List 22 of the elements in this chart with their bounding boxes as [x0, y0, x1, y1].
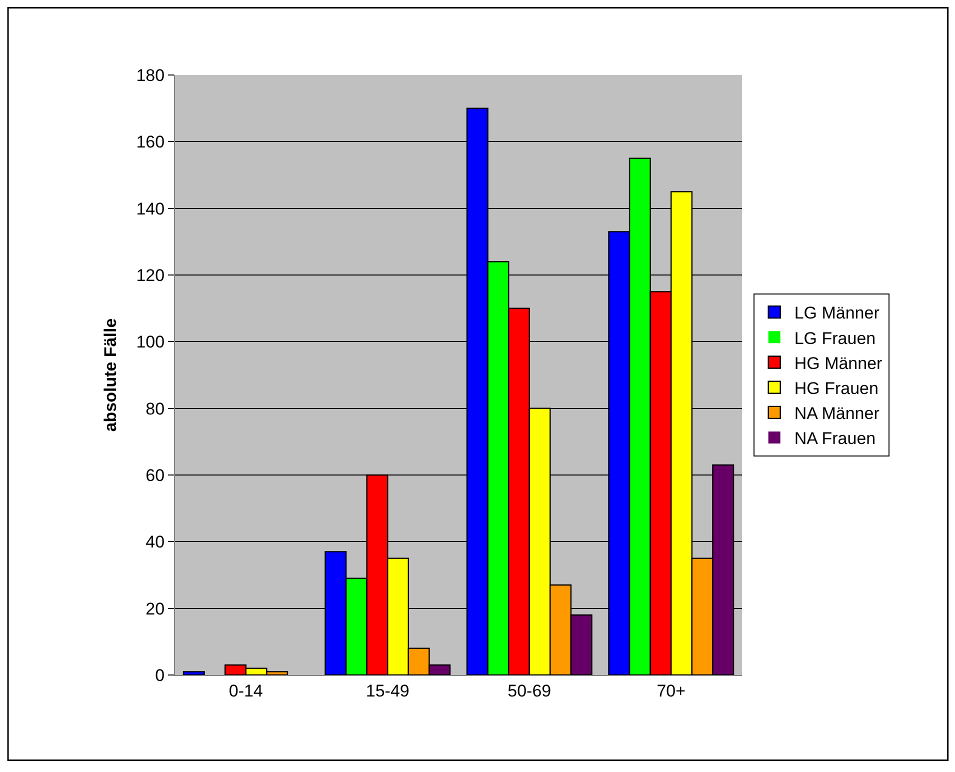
y-tick-label: 40 — [146, 532, 165, 552]
y-tick-label: 160 — [136, 132, 165, 152]
y-tick-label: 20 — [146, 599, 165, 618]
bar — [182, 671, 205, 675]
y-tick-label: 120 — [136, 266, 165, 285]
legend-label: LG Frauen — [794, 328, 876, 348]
y-tick-label: 60 — [146, 466, 165, 485]
legend-label: LG Männer — [794, 304, 880, 323]
legend-label: HG Männer — [794, 354, 883, 373]
legend-label: NA Frauen — [794, 429, 876, 448]
y-tick-label: 140 — [136, 199, 165, 218]
legend-label: NA Männer — [794, 404, 880, 424]
y-tick-label: 100 — [136, 332, 165, 352]
y-tick-label: 180 — [136, 66, 165, 85]
y-axis-title: absolute Fälle — [100, 318, 120, 432]
x-tick-label: 0-14 — [228, 681, 263, 700]
legend-label: HG Frauen — [794, 378, 878, 398]
x-tick-label: 15-49 — [366, 681, 410, 700]
y-tick-label: 80 — [146, 399, 165, 418]
y-tick-label: 0 — [155, 666, 165, 685]
x-tick-label: 50-69 — [508, 681, 552, 700]
x-tick-label: 70+ — [656, 681, 686, 700]
